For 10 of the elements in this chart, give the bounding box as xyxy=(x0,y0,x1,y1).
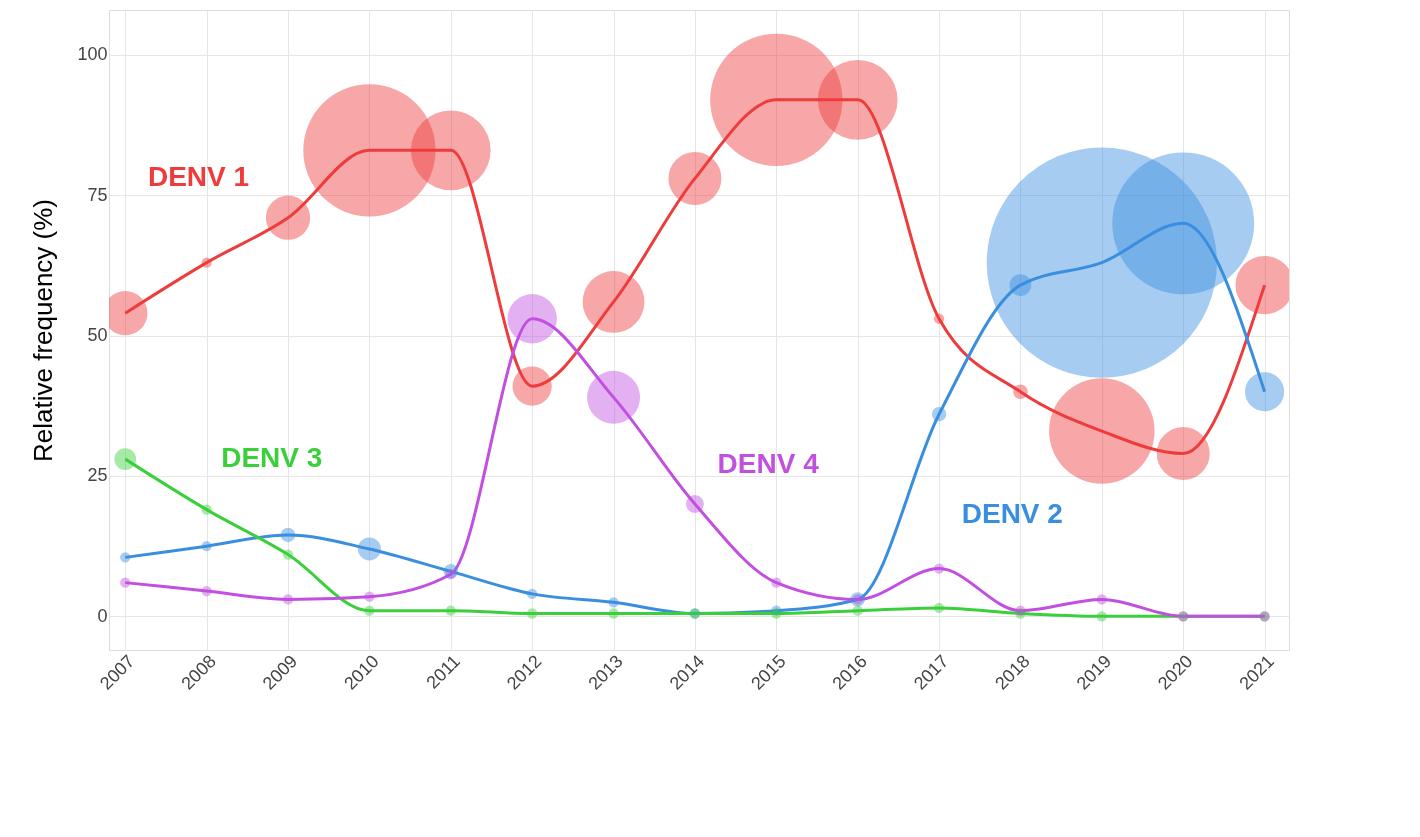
y-tick-label: 25 xyxy=(87,465,108,486)
series-label: DENV 3 xyxy=(221,442,323,474)
y-tick-label: 50 xyxy=(87,325,108,346)
y-axis-title: Relative frequency (%) xyxy=(28,199,59,462)
y-tick-label: 75 xyxy=(87,184,108,205)
series-label: DENV 4 xyxy=(717,447,820,479)
y-tick-label: 100 xyxy=(77,44,108,65)
series-label: DENV 1 xyxy=(147,161,250,193)
series-label: DENV 2 xyxy=(961,498,1063,530)
y-tick-label: 0 xyxy=(97,605,108,626)
